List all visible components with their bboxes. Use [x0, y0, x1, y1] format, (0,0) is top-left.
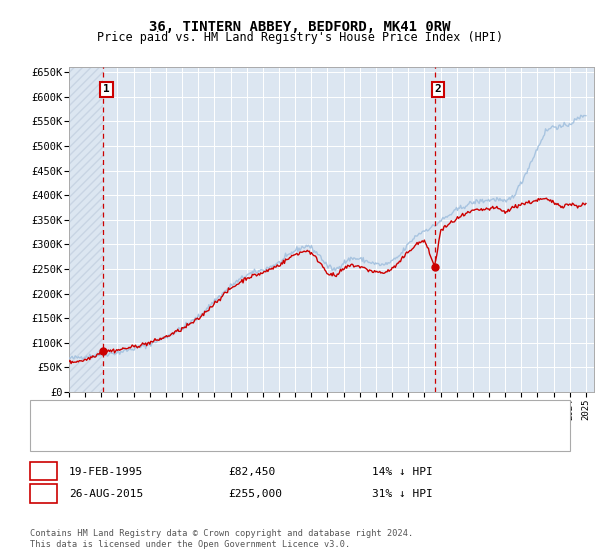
Text: £82,450: £82,450	[228, 466, 275, 477]
Text: 36, TINTERN ABBEY, BEDFORD, MK41 0RW: 36, TINTERN ABBEY, BEDFORD, MK41 0RW	[149, 20, 451, 34]
Text: Price paid vs. HM Land Registry's House Price Index (HPI): Price paid vs. HM Land Registry's House …	[97, 31, 503, 44]
Text: 1: 1	[40, 466, 47, 477]
Text: 2: 2	[40, 489, 47, 499]
Bar	[69, 67, 103, 392]
Text: 1: 1	[103, 85, 110, 94]
Text: HPI: Average price, detached house, Bedford: HPI: Average price, detached house, Bedf…	[84, 429, 353, 439]
Text: 2: 2	[435, 85, 442, 94]
Text: £255,000: £255,000	[228, 489, 282, 499]
Text: 14% ↓ HPI: 14% ↓ HPI	[372, 466, 433, 477]
Text: 36, TINTERN ABBEY, BEDFORD, MK41 0RW (detached house): 36, TINTERN ABBEY, BEDFORD, MK41 0RW (de…	[84, 405, 415, 415]
Text: 19-FEB-1995: 19-FEB-1995	[69, 466, 143, 477]
Text: 31% ↓ HPI: 31% ↓ HPI	[372, 489, 433, 499]
Text: 26-AUG-2015: 26-AUG-2015	[69, 489, 143, 499]
Text: Contains HM Land Registry data © Crown copyright and database right 2024.
This d: Contains HM Land Registry data © Crown c…	[30, 529, 413, 549]
